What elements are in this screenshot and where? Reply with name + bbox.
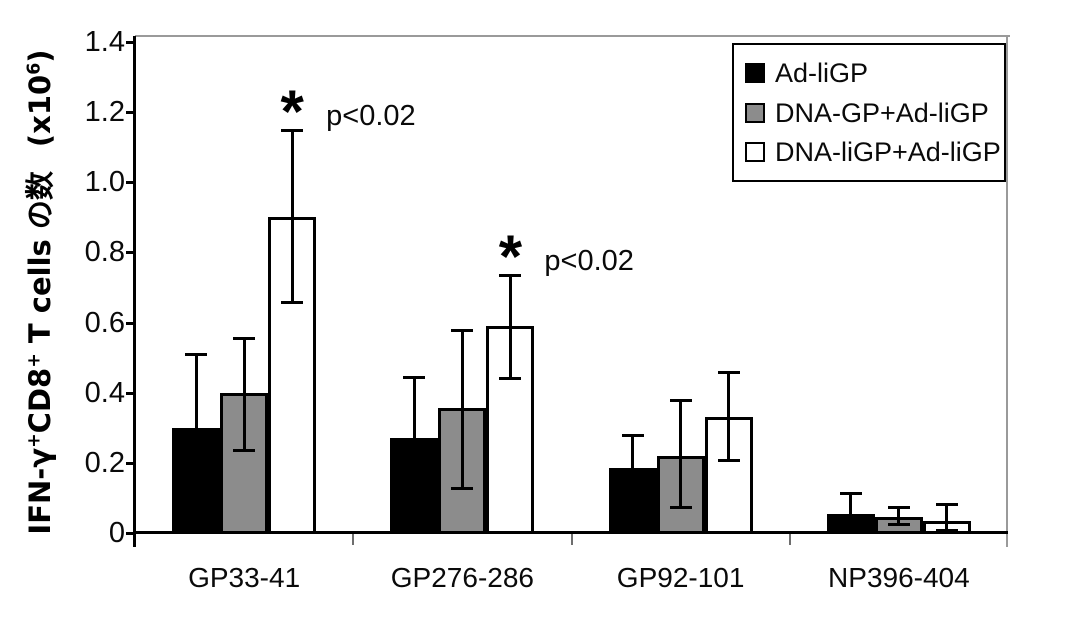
y-tick: [126, 461, 135, 465]
error-bar-cap-bottom: [717, 459, 740, 463]
error-bar-cap-top: [839, 492, 862, 496]
error-bar-cap-top: [281, 128, 304, 132]
error-bar-cap-top: [499, 274, 522, 278]
x-tick: [570, 534, 573, 545]
y-tick: [126, 532, 135, 535]
error-bar-cap-bottom: [621, 497, 644, 501]
x-category-label: NP396-404: [828, 562, 970, 593]
y-tick: [126, 181, 135, 185]
error-bar-cap-bottom: [887, 522, 910, 526]
bar-dna-gp-ad-ligp: [438, 408, 487, 534]
error-bar-line: [290, 129, 294, 304]
y-label-superscript: +: [24, 353, 45, 368]
error-bar-cap-bottom: [403, 495, 426, 499]
y-tick-label: 1.4: [84, 26, 125, 58]
x-tick: [788, 534, 791, 545]
error-bar-cap-bottom: [935, 529, 958, 533]
y-unit-superscript: 6: [24, 62, 45, 75]
x-category-label: GP33-41: [188, 562, 301, 593]
error-bar-cap-top: [669, 398, 692, 402]
error-bar-cap-bottom: [669, 506, 692, 510]
y-tick-label: 1.2: [84, 96, 125, 129]
legend-item-dna-gp: DNA-GP+Ad-liGP: [745, 98, 996, 128]
y-tick-label: 1.0: [84, 166, 125, 199]
legend-swatch-white: [745, 141, 765, 162]
plot-frame-right: [1006, 35, 1008, 547]
significance-asterisk: *: [498, 223, 523, 291]
y-tick-label: 0.2: [84, 446, 125, 479]
y-tick-label: 0: [108, 517, 125, 549]
y-tick: [126, 251, 135, 255]
error-bar-cap-bottom: [233, 448, 256, 452]
p-value-label: p<0.02: [326, 99, 416, 132]
error-bar-cap-bottom: [185, 495, 208, 499]
error-bar-line: [727, 371, 731, 462]
y-tick: [126, 391, 135, 395]
error-bar-cap-bottom: [499, 376, 522, 380]
y-tick: [126, 111, 135, 115]
x-category-label: GP92-101: [616, 562, 745, 593]
error-bar-cap-top: [621, 433, 644, 437]
y-tick-label: 0.6: [84, 306, 125, 339]
legend-swatch-black: [745, 63, 765, 84]
error-bar-line: [412, 376, 416, 498]
error-bar-line: [679, 399, 683, 509]
error-bar-cap-bottom: [451, 487, 474, 491]
error-bar-line: [849, 493, 853, 532]
error-bar-line: [242, 338, 246, 451]
p-value-label: p<0.02: [544, 245, 634, 278]
x-category-label: GP276-286: [390, 562, 534, 593]
error-bar-cap-top: [451, 328, 474, 332]
error-bar-cap-top: [935, 502, 958, 506]
significance-asterisk: *: [280, 77, 304, 145]
error-bar-cap-top: [717, 370, 740, 374]
error-bar-cap-top: [233, 337, 256, 341]
error-bar-cap-bottom: [281, 301, 304, 305]
legend: Ad-liGP DNA-GP+Ad-liGP DNA-liGP+Ad-liGP: [732, 43, 1006, 182]
error-bar-cap-top: [887, 505, 910, 509]
y-tick-label: 0.8: [84, 236, 125, 269]
error-bar-cap-bottom: [839, 529, 862, 533]
bar-dna-ligp-ad-ligp: [704, 417, 753, 534]
legend-label: Ad-liGP: [775, 58, 869, 89]
y-tick: [126, 321, 135, 325]
y-tick: [126, 41, 135, 44]
error-bar-line: [460, 329, 464, 490]
error-bar-line: [897, 506, 901, 525]
y-axis-label-text: IFN-γ+CD8+ T cells の数: [23, 171, 57, 534]
error-bar-cap-top: [185, 353, 208, 357]
legend-swatch-gray: [745, 102, 765, 123]
legend-label: DNA-GP+Ad-liGP: [775, 97, 989, 128]
error-bar-cap-top: [403, 375, 426, 379]
x-axis-line: [133, 531, 1008, 534]
error-bar-line: [945, 503, 949, 532]
y-tick-label: 0.4: [84, 376, 125, 409]
plot-frame-top: [135, 35, 1010, 37]
legend-item-ad-ligp: Ad-liGP: [745, 58, 996, 88]
legend-label: DNA-liGP+Ad-liGP: [775, 136, 1001, 167]
error-bar-line: [194, 354, 198, 498]
error-bar-line: [508, 275, 512, 379]
x-tick: [352, 534, 355, 545]
y-axis-line: [133, 36, 136, 547]
error-bar-line: [631, 434, 635, 500]
legend-item-dna-ligp: DNA-liGP+Ad-liGP: [745, 137, 1001, 167]
